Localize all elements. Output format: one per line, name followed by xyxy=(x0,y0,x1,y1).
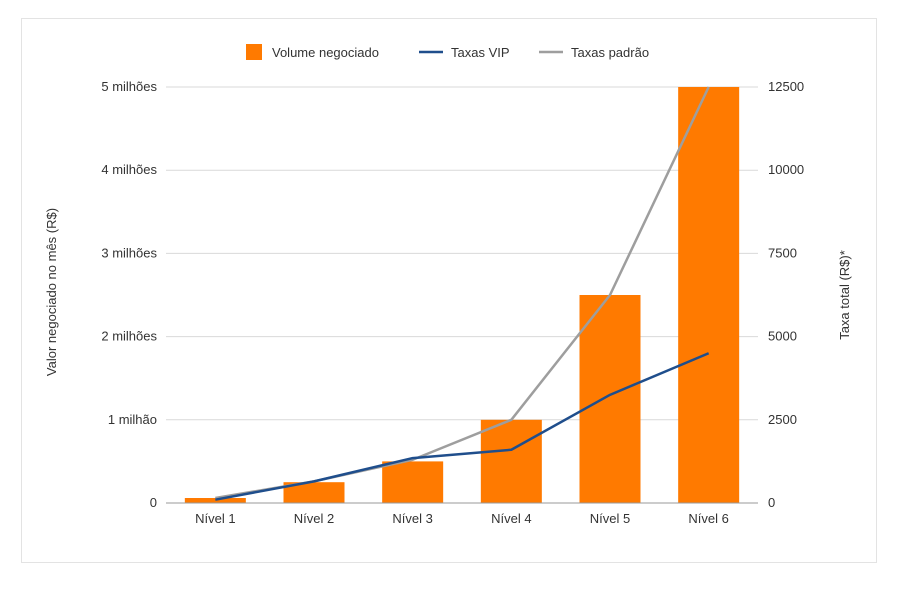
x-tick-label: Nível 2 xyxy=(294,511,334,526)
x-tick-label: Nível 5 xyxy=(590,511,630,526)
gridlines xyxy=(166,86,758,421)
lines xyxy=(215,86,710,501)
bar xyxy=(184,498,246,503)
y2-tick-label: 5000 xyxy=(768,329,797,344)
y2-tick-label: 12500 xyxy=(768,79,804,94)
y2-tick-label: 7500 xyxy=(768,245,797,260)
y2-tick-label: 2500 xyxy=(768,412,797,427)
bar xyxy=(283,482,345,503)
legend-item: Taxas VIP xyxy=(419,45,510,60)
bars xyxy=(184,87,740,503)
y-tick-label: 5 milhões xyxy=(101,79,157,94)
series-line xyxy=(215,352,710,501)
axes: 0 1 milhão 2 milhões 3 milhões 4 milhões 5 mi… xyxy=(101,79,804,526)
x-tick-label: Nível 1 xyxy=(195,511,235,526)
legend: Volume negociado Taxas VIP Taxas padrão xyxy=(246,44,649,60)
y2-tick-label: 0 xyxy=(768,495,775,510)
legend-label: Taxas VIP xyxy=(451,45,510,60)
bar xyxy=(678,87,740,503)
y-axis-title: Valor negociado no mês (R$) xyxy=(44,208,59,376)
legend-item: Volume negociado xyxy=(246,44,379,60)
y-tick-label: 4 milhões xyxy=(101,162,157,177)
legend-label: Taxas padrão xyxy=(571,45,649,60)
y-tick-label: 1 milhão xyxy=(108,412,157,427)
y2-axis-title: Taxa total (R$)* xyxy=(837,250,852,340)
bar xyxy=(480,419,542,503)
legend-label: Volume negociado xyxy=(272,45,379,60)
y-tick-label: 2 milhões xyxy=(101,329,157,344)
bar xyxy=(382,461,444,503)
x-tick-label: Nível 3 xyxy=(392,511,432,526)
x-tick-label: Nível 6 xyxy=(688,511,728,526)
y-tick-label: 3 milhões xyxy=(101,245,157,260)
x-tick-label: Nível 4 xyxy=(491,511,531,526)
y2-tick-label: 10000 xyxy=(768,162,804,177)
legend-swatch xyxy=(246,44,262,60)
bar xyxy=(579,295,641,503)
legend-item: Taxas padrão xyxy=(539,45,649,60)
y-tick-label: 0 xyxy=(150,495,157,510)
